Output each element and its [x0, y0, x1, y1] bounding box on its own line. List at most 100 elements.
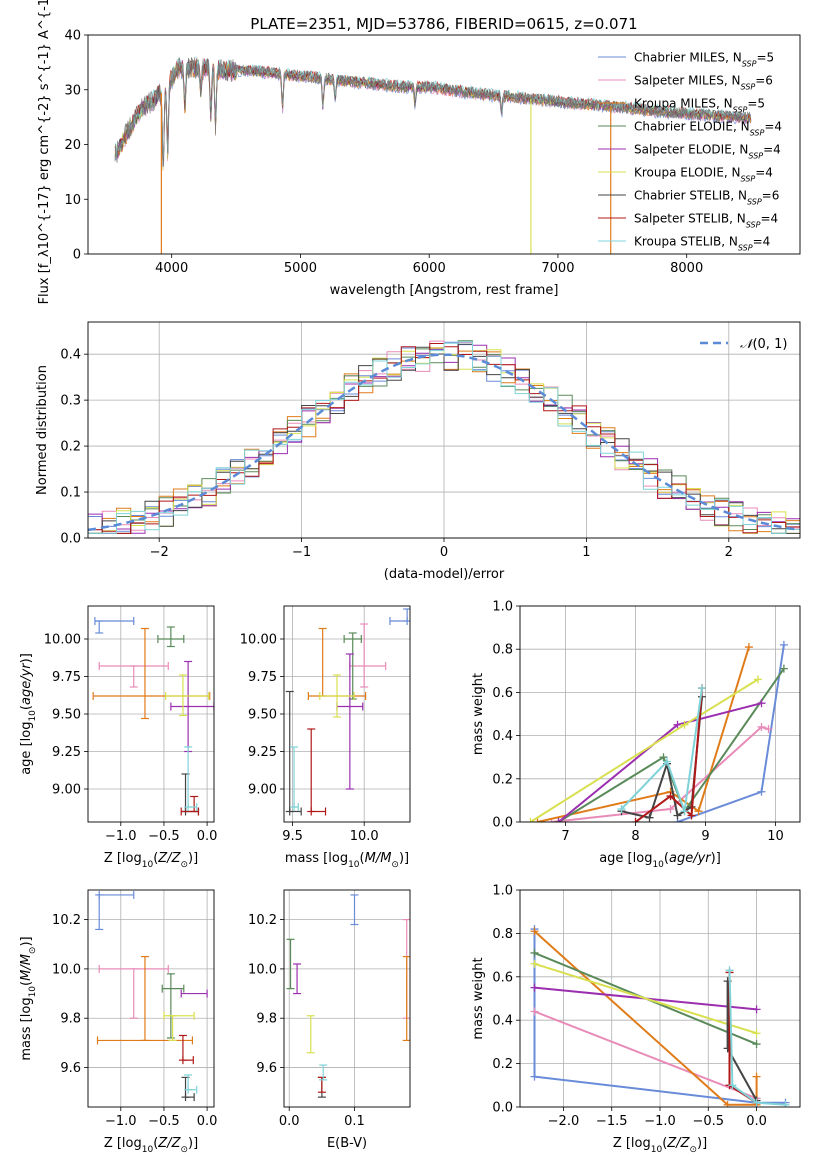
x-tick-label: −1.0 [105, 829, 137, 844]
y-tick-label: 10 [64, 193, 81, 208]
weight-line [533, 929, 786, 1104]
x-axis-label: wavelength [Angstrom, rest frame] [330, 283, 559, 298]
errorbar-point-salpeter-elodie [180, 989, 208, 998]
errorbar-point-chabrier-elodie [161, 973, 185, 1039]
legend-entry: Chabrier STELIB, NSSP=6 [634, 189, 779, 207]
y-tick-label: 9.50 [248, 708, 277, 723]
errorbar-point-kroupa-elodie [306, 1015, 315, 1054]
weight-marker [530, 959, 539, 968]
weight-line [533, 930, 758, 1106]
y-tick-label: 0.2 [60, 440, 81, 455]
y-tick-label: 0.4 [60, 348, 81, 363]
y-tick-label: 0.2 [492, 772, 513, 787]
spectrum-panel: 4000 5000 6000 7000 8000 0 10 20 30 40 wavelength … [37, 0, 801, 304]
x-tick-label: 0.0 [197, 1114, 218, 1129]
y-tick-label: 0.8 [492, 643, 513, 658]
weight-marker [533, 818, 542, 822]
y-tick-label: 9.75 [52, 670, 81, 685]
weight-marker [663, 757, 671, 766]
errorbar-point-salpeter-elodie [170, 660, 214, 753]
x-tick-label: 2 [725, 545, 733, 560]
weight-line [551, 725, 769, 822]
residual_histogram-plot-area [88, 340, 800, 534]
y-tick-label: 10.0 [248, 962, 277, 977]
y-tick-label: 0.2 [492, 1057, 513, 1072]
weight-series-salpeter-miles [547, 722, 773, 822]
x-tick-label: −2 [150, 545, 169, 560]
y-tick-label: 0.0 [60, 532, 81, 547]
weight-marker [530, 1007, 539, 1016]
errorbar-point-chabrier-miles [95, 890, 135, 931]
errorbar-point-salpeter-miles [98, 662, 169, 688]
errorbar-point-kroupa-miles [92, 627, 211, 720]
errorbar-point-chabrier-stelib [285, 690, 302, 816]
weight-series-kroupa-miles [530, 927, 761, 1107]
errorbar-point-salpeter-elodie [293, 963, 302, 995]
weight-series-salpeter-miles [530, 1007, 761, 1103]
x-tick-label: 10.0 [350, 829, 379, 844]
x-tick-label: −1.0 [105, 1114, 137, 1129]
mass_vs_ebv-plot-area [286, 894, 410, 1098]
weight-marker [530, 927, 539, 936]
y-axis-label: mass [log10(M/M⊙)] [19, 936, 38, 1060]
x-tick-label: 0.0 [279, 1114, 300, 1129]
errorbar-point-chabrier-elodie [286, 938, 295, 990]
weight-marker [752, 1072, 761, 1081]
y-tick-label: 9.00 [52, 783, 81, 798]
weight-marker [725, 966, 734, 975]
weight-line [537, 646, 750, 822]
y-tick-label: 10.00 [44, 633, 81, 648]
x-tick-label: −1 [292, 545, 311, 560]
errorbar-point-chabrier-miles [94, 617, 135, 634]
x-axis-label: (data-model)/error [384, 567, 505, 582]
errorbar-point-salpeter-elodie [336, 653, 364, 790]
mass_weight_vs_age-panel: 7 8 9 10 0.0 0.2 0.4 0.6 0.8 1.0 age [log10(age/yr… [471, 600, 801, 870]
weight-marker [752, 1098, 761, 1107]
weight-line [534, 1010, 757, 1100]
x-axis-label: mass [log10(M/M⊙)] [285, 851, 409, 870]
weight-marker [779, 640, 788, 649]
legend-entry: Kroupa ELODIE, NSSP=4 [634, 166, 773, 184]
x-axis-label: Z [log10(Z/Z⊙)] [104, 1136, 198, 1155]
weight-marker [698, 684, 706, 693]
weight-marker [526, 818, 535, 822]
axes-frame [283, 889, 411, 1108]
spectrum-plot-area [114, 56, 752, 254]
errorbar-point-chabrier-elodie [157, 626, 185, 648]
errorbar-point-chabrier-miles [350, 894, 359, 926]
y-tick-label: 9.00 [248, 783, 277, 798]
legend-entry: Chabrier MILES, NSSP=5 [634, 51, 774, 69]
age_vs_mass-plot-area [285, 608, 410, 816]
x-tick-label: −1.5 [596, 1114, 628, 1129]
legend-entry: Kroupa STELIB, NSSP=4 [634, 235, 770, 253]
x-tick-label: 7000 [541, 261, 574, 276]
age_vs_Z-plot-area [92, 617, 214, 816]
x-tick-label: 8000 [670, 261, 703, 276]
y-tick-label: 9.8 [60, 1012, 81, 1027]
x-tick-label: 4000 [155, 261, 188, 276]
weight-marker [645, 813, 654, 822]
x-axis-label: Z [log10(Z/Z⊙)] [613, 1136, 707, 1155]
weight-marker [723, 1100, 732, 1107]
x-tick-label: −0.5 [148, 829, 180, 844]
legend-entry: Chabrier ELODIE, NSSP=4 [634, 120, 782, 138]
x-tick-label: 8 [631, 829, 639, 844]
mass_weight_vs_age-plot-area [526, 640, 788, 822]
x-tick-label: 0.1 [344, 1114, 365, 1129]
y-tick-label: 30 [64, 83, 81, 98]
y-tick-label: 10.2 [248, 913, 277, 928]
axes-frame [283, 605, 411, 823]
y-axis-label: mass weight [471, 957, 486, 1039]
weight-marker [666, 805, 675, 814]
y-axis-label: Flux [f_λ10^{-17} erg cm^{-2} s^{-1} A^{… [37, 0, 52, 304]
x-tick-label: 0 [440, 545, 448, 560]
mass_weight_vs_Z-plot-area [530, 925, 790, 1107]
weight-line [534, 962, 757, 1035]
y-tick-label: 10.2 [52, 913, 81, 928]
x-axis-label: E(B-V) [327, 1136, 367, 1151]
weight-series-salpeter-elodie [554, 699, 766, 822]
errorbar-point-kroupa-elodie [319, 674, 355, 718]
y-tick-label: 0 [73, 248, 81, 263]
axes-frame [87, 889, 215, 1108]
